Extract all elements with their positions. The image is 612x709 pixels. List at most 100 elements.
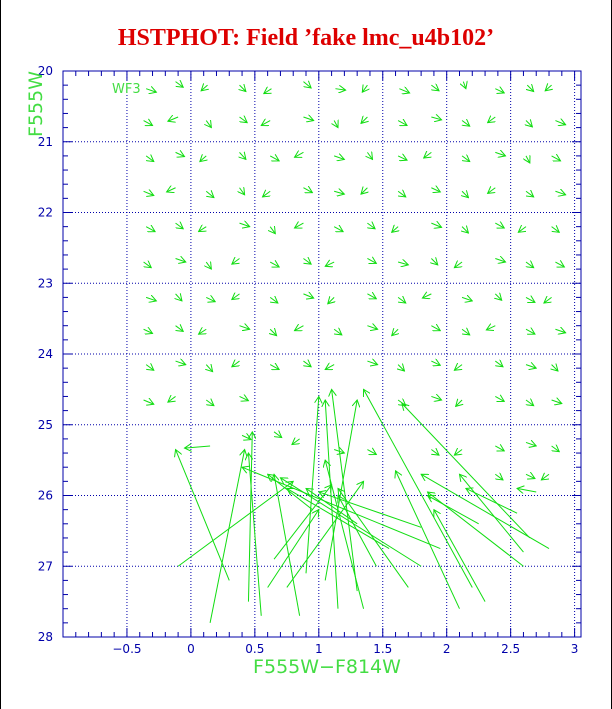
data-arrow <box>144 262 152 268</box>
x-tick-label: 0.5 <box>245 642 264 656</box>
data-arrow <box>431 188 440 192</box>
data-arrow <box>270 227 275 234</box>
x-tick-label: 1.5 <box>373 642 392 656</box>
data-arrow <box>201 85 207 91</box>
data-arrow <box>428 496 479 525</box>
data-arrow <box>555 121 565 125</box>
data-arrow <box>454 450 462 456</box>
data-arrow <box>431 258 437 264</box>
data-arrow <box>525 442 536 446</box>
data-arrow <box>145 297 156 301</box>
data-arrow <box>552 446 560 452</box>
data-arrow <box>295 223 304 228</box>
data-arrow <box>541 474 549 480</box>
data-arrow <box>185 446 211 448</box>
data-arrow <box>269 365 279 370</box>
data-arrow <box>199 329 207 334</box>
data-arrow <box>143 329 153 333</box>
data-arrow <box>167 188 176 192</box>
data-arrow <box>459 474 524 553</box>
data-arrow <box>176 326 184 332</box>
data-arrow <box>392 227 398 233</box>
x-axis-label: F555W−F814W <box>253 656 401 678</box>
data-arrow <box>397 156 407 160</box>
y-tick-label: 24 <box>38 347 53 361</box>
data-arrow <box>526 191 534 197</box>
data-arrow <box>303 258 311 264</box>
x-tick-label: −0.5 <box>112 642 141 656</box>
data-arrow <box>286 481 364 588</box>
data-arrow <box>241 435 251 439</box>
data-arrow <box>146 156 154 162</box>
data-arrow <box>397 262 408 265</box>
data-arrow <box>431 223 441 227</box>
data-arrow <box>206 400 214 406</box>
data-arrow <box>367 450 376 455</box>
data-arrow <box>463 82 466 89</box>
data-arrow <box>544 297 552 303</box>
data-arrow <box>303 294 313 298</box>
data-arrow <box>175 152 185 156</box>
data-arrow <box>306 488 358 525</box>
data-arrow <box>526 121 532 127</box>
data-arrow <box>434 510 486 602</box>
data-arrow <box>398 365 404 371</box>
data-arrow <box>399 89 409 93</box>
y-tick-label: 21 <box>38 135 53 149</box>
data-arrow <box>263 191 271 197</box>
data-arrow <box>269 262 279 267</box>
data-arrow <box>454 262 462 268</box>
data-arrow <box>199 227 207 232</box>
y-tick-label: 22 <box>38 206 53 220</box>
data-arrow <box>398 297 406 303</box>
x-tick-label: 2 <box>443 642 451 656</box>
data-arrow <box>454 365 462 371</box>
y-axis-label: F555W <box>25 71 47 137</box>
data-arrow <box>264 89 272 94</box>
data-arrow <box>495 446 504 451</box>
data-arrow <box>367 258 376 263</box>
data-arrow <box>334 121 338 128</box>
panel-label: WF3 <box>112 82 141 97</box>
data-arrow <box>367 326 377 330</box>
frame-left-border <box>0 0 1 709</box>
x-tick-label: 3 <box>571 642 579 656</box>
data-arrow <box>232 294 240 300</box>
data-arrow <box>239 326 250 330</box>
data-arrow <box>176 294 182 301</box>
data-arrow <box>175 258 186 262</box>
data-arrow <box>240 85 246 91</box>
data-arrow <box>268 474 313 511</box>
data-arrow <box>526 262 534 268</box>
data-arrow <box>462 191 468 197</box>
data-arrow <box>143 400 154 404</box>
data-arrow <box>303 188 312 193</box>
data-arrow <box>495 152 505 156</box>
data-arrow <box>495 223 504 228</box>
data-arrow <box>209 450 245 623</box>
data-arrow <box>456 400 462 406</box>
ticks <box>62 70 581 638</box>
grid <box>63 70 581 638</box>
data-arrow <box>287 488 390 549</box>
data-arrow <box>422 294 432 298</box>
data-arrow <box>319 492 422 528</box>
data-arrow <box>305 396 319 574</box>
data-arrow <box>200 156 206 162</box>
data-arrow <box>431 117 441 120</box>
data-arrow <box>338 496 377 567</box>
data-arrow <box>146 365 154 371</box>
data-arrow <box>367 361 377 365</box>
data-arrow <box>240 152 246 159</box>
data-arrow <box>525 365 536 369</box>
data-arrow <box>303 117 313 121</box>
data-arrow <box>274 432 282 438</box>
data-arrow <box>495 258 505 262</box>
data-arrow <box>295 326 304 331</box>
data-arrow <box>495 361 503 367</box>
data-arrow <box>145 89 156 93</box>
x-tick-label: 0 <box>187 642 195 656</box>
data-arrow <box>392 329 398 335</box>
data-arrow <box>267 510 319 588</box>
